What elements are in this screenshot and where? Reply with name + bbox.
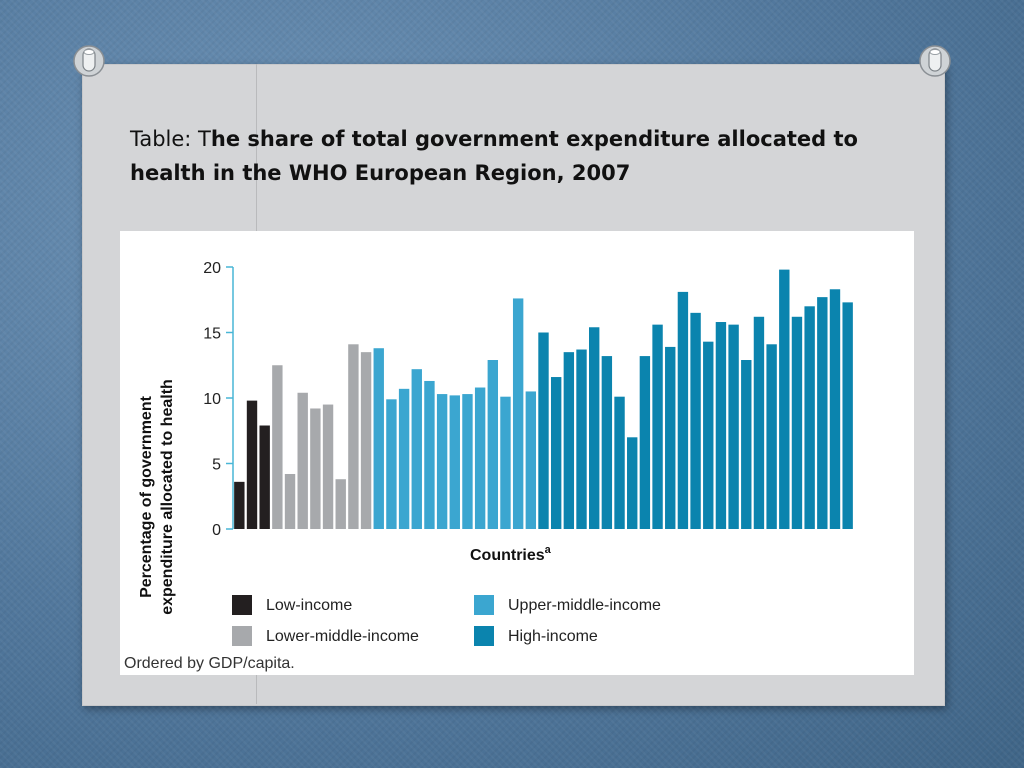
bar-36 [677, 291, 689, 529]
bar-2 [246, 400, 258, 529]
bar-19 [462, 394, 473, 529]
footnote: Ordered by GDP/capita. [124, 655, 295, 672]
y-tick-label-5: 5 [212, 457, 221, 474]
bar-20 [474, 387, 486, 529]
bar-8 [322, 404, 334, 529]
bar-40 [728, 324, 739, 529]
bar-23 [512, 298, 524, 529]
bar-25 [538, 332, 549, 529]
bar-30 [601, 356, 613, 529]
bar-7 [310, 408, 321, 529]
bar-28 [576, 349, 587, 529]
bar-37 [690, 312, 701, 529]
legend-label-3: Upper-middle-income [508, 597, 661, 614]
legend-swatch-4 [474, 626, 494, 646]
y-tick-label-20: 20 [203, 260, 221, 277]
bar-chart: 0 5 10 15 20 Percentage of government expend… [138, 260, 853, 646]
title-text: he share of total government expenditure… [130, 127, 858, 185]
legend-swatch-3 [474, 595, 494, 615]
legend: Low-income Lower-middle-income Upper-middl… [232, 595, 661, 646]
bar-24 [525, 391, 537, 529]
legend-label-4: High-income [508, 628, 598, 645]
y-tick-label-15: 15 [203, 326, 221, 343]
y-tick-label-10: 10 [203, 391, 221, 408]
bar-11 [360, 352, 372, 529]
title-prefix: Table: T [130, 127, 211, 151]
bar-4 [272, 365, 283, 529]
y-axis-title-line2: expenditure allocated to health [159, 379, 176, 615]
y-tick-label-0: 0 [212, 522, 221, 539]
bar-42 [753, 316, 765, 529]
bar-34 [652, 324, 663, 529]
bar-13 [386, 399, 397, 529]
legend-swatch-2 [232, 626, 252, 646]
y-axis: 0 5 10 15 20 [203, 260, 234, 539]
bar-46 [804, 306, 815, 529]
y-axis-title-line1: Percentage of government [138, 395, 155, 598]
bar-31 [614, 396, 625, 529]
bar-29 [589, 327, 600, 529]
bar-21 [487, 360, 498, 529]
bar-48 [829, 289, 841, 529]
x-axis-title: Countriesa [470, 544, 552, 564]
bar-10 [348, 344, 359, 529]
bar-5 [284, 473, 296, 529]
chart-panel: 0 5 10 15 20 Percentage of government expend… [120, 231, 914, 675]
bar-33 [639, 356, 651, 529]
bar-22 [500, 396, 511, 529]
bar-27 [563, 352, 575, 529]
bars-layer [234, 269, 853, 529]
bar-9 [335, 479, 346, 529]
slide-title: Table: The share of total government exp… [130, 122, 890, 190]
bar-43 [766, 344, 777, 529]
legend-label-2: Lower-middle-income [266, 628, 419, 645]
bar-16 [424, 380, 435, 529]
bar-41 [741, 360, 752, 529]
bar-47 [817, 297, 828, 529]
bar-3 [259, 425, 270, 529]
pushpin-icon-right [919, 45, 951, 77]
bar-12 [373, 348, 384, 529]
bar-14 [398, 388, 410, 529]
legend-label-1: Low-income [266, 597, 352, 614]
bar-45 [791, 316, 803, 529]
pushpin-icon-left [73, 45, 105, 77]
bar-49 [842, 302, 853, 529]
bar-39 [715, 322, 727, 529]
bar-18 [449, 395, 460, 529]
legend-swatch-1 [232, 595, 252, 615]
bar-6 [297, 392, 308, 529]
bar-17 [436, 394, 448, 529]
bar-15 [411, 369, 422, 529]
bar-44 [779, 269, 790, 529]
bar-1 [234, 481, 245, 529]
bar-38 [703, 341, 714, 529]
bar-35 [665, 346, 676, 529]
bar-26 [550, 377, 562, 529]
bar-32 [627, 437, 638, 529]
